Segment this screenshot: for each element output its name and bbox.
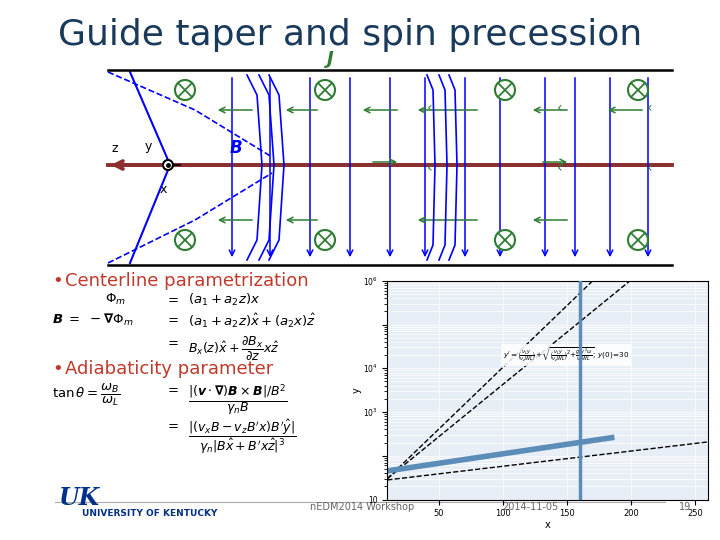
Text: $B_x(z)\hat{x} + \dfrac{\partial B_x}{\partial z}x\hat{z}$: $B_x(z)\hat{x} + \dfrac{\partial B_x}{\p… bbox=[188, 335, 279, 363]
Text: •: • bbox=[52, 272, 63, 290]
Text: $=$: $=$ bbox=[165, 312, 179, 325]
Text: $\dfrac{|(\boldsymbol{v}\cdot\boldsymbol{\nabla})\boldsymbol{B}\times\boldsymbol: $\dfrac{|(\boldsymbol{v}\cdot\boldsymbol… bbox=[188, 382, 288, 417]
Text: $\tan\theta = \dfrac{\omega_B}{\omega_L}$: $\tan\theta = \dfrac{\omega_B}{\omega_L}… bbox=[52, 382, 120, 408]
Text: ‹: ‹ bbox=[647, 101, 653, 115]
Text: z: z bbox=[112, 142, 119, 155]
Text: x: x bbox=[159, 183, 167, 196]
Circle shape bbox=[315, 80, 335, 100]
Text: B: B bbox=[230, 139, 243, 157]
Text: $(a_1 + a_2 z)x$: $(a_1 + a_2 z)x$ bbox=[188, 292, 260, 308]
Y-axis label: y: y bbox=[351, 387, 361, 393]
Text: $\dfrac{|(v_x B - v_z B^\prime x) B^\prime\hat{y}|}{\gamma_n|B\hat{x} + B^\prime: $\dfrac{|(v_x B - v_z B^\prime x) B^\pri… bbox=[188, 418, 297, 456]
Circle shape bbox=[315, 230, 335, 250]
Text: 19: 19 bbox=[679, 502, 691, 512]
Text: ‹: ‹ bbox=[427, 101, 433, 115]
Circle shape bbox=[495, 80, 515, 100]
Text: J: J bbox=[327, 50, 333, 68]
Circle shape bbox=[628, 230, 648, 250]
Text: Guide taper and spin precession: Guide taper and spin precession bbox=[58, 18, 642, 52]
Text: Adiabaticity parameter: Adiabaticity parameter bbox=[65, 360, 274, 378]
Text: $y'=\!\left(\!\frac{\nu_L y}{\nu_z WL}\!\right)\!+\!\sqrt{\!\left(\!\frac{\nu_L : $y'=\!\left(\!\frac{\nu_L y}{\nu_z WL}\!… bbox=[503, 346, 629, 364]
Text: ‹: ‹ bbox=[647, 161, 653, 175]
Text: $=$: $=$ bbox=[165, 292, 179, 305]
Text: UNIVERSITY OF KENTUCKY: UNIVERSITY OF KENTUCKY bbox=[82, 509, 217, 518]
Text: UK: UK bbox=[58, 486, 99, 510]
Text: $\boldsymbol{B}\ =\ -\boldsymbol{\nabla}\Phi_m$: $\boldsymbol{B}\ =\ -\boldsymbol{\nabla}… bbox=[52, 312, 133, 328]
Circle shape bbox=[628, 80, 648, 100]
Text: $\Phi_m$: $\Phi_m$ bbox=[105, 292, 126, 307]
Text: 2014-11-05: 2014-11-05 bbox=[502, 502, 558, 512]
Circle shape bbox=[175, 230, 195, 250]
Circle shape bbox=[495, 230, 515, 250]
X-axis label: x: x bbox=[545, 519, 550, 530]
Text: $=$: $=$ bbox=[165, 418, 179, 431]
Text: •: • bbox=[52, 360, 63, 378]
Text: $=$: $=$ bbox=[165, 382, 179, 395]
Text: ‹: ‹ bbox=[557, 161, 563, 175]
Text: nEDM2014 Workshop: nEDM2014 Workshop bbox=[310, 502, 414, 512]
Text: $(a_1 + a_2 z)\hat{x} + (a_2 x)\hat{z}$: $(a_1 + a_2 z)\hat{x} + (a_2 x)\hat{z}$ bbox=[188, 312, 316, 330]
Circle shape bbox=[175, 80, 195, 100]
Text: y: y bbox=[144, 140, 152, 153]
Text: ‹: ‹ bbox=[427, 161, 433, 175]
Text: Centerline parametrization: Centerline parametrization bbox=[65, 272, 309, 290]
Text: ‹: ‹ bbox=[557, 101, 563, 115]
Circle shape bbox=[163, 160, 173, 170]
Text: $=$: $=$ bbox=[165, 335, 179, 348]
